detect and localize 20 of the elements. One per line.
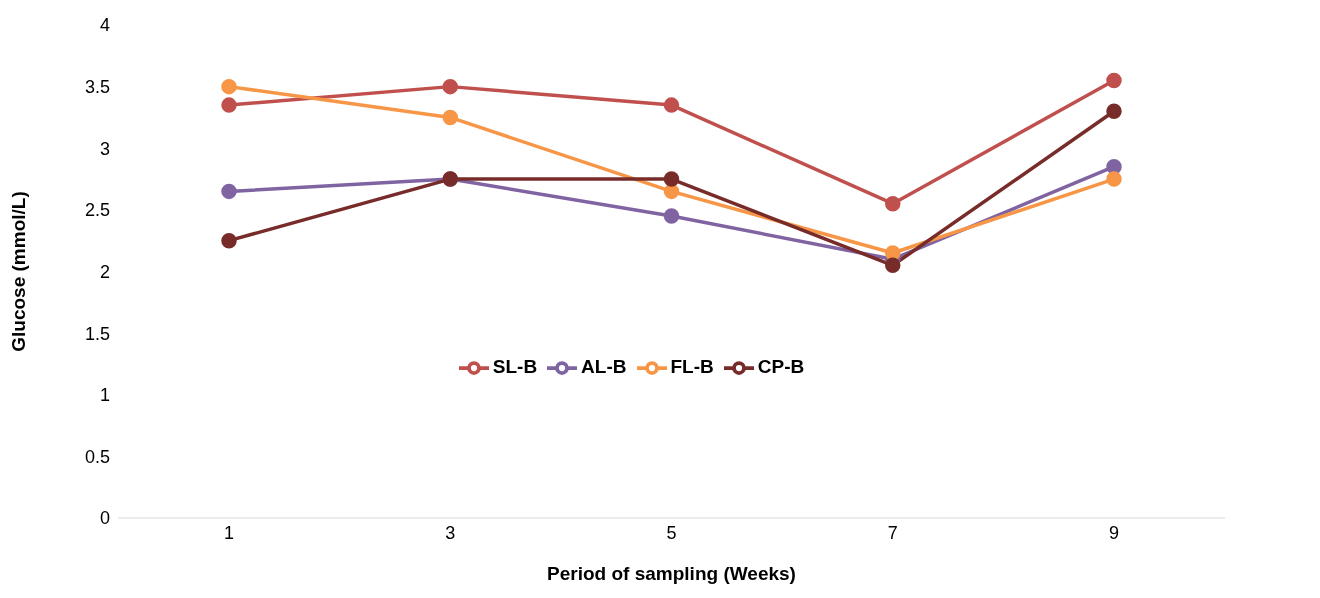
y-tick-label: 2: [99, 261, 110, 282]
legend-label: SL-B: [492, 356, 538, 378]
legend-label: CP-B: [757, 356, 805, 378]
y-axis-title: Glucose (mmol/L): [7, 191, 29, 352]
y-tick-label: 0: [99, 508, 110, 529]
y-tick-label: 3: [99, 138, 110, 159]
x-tick-label: 9: [1108, 522, 1120, 543]
x-tick-label: 3: [445, 522, 456, 543]
y-tick-label: 4: [99, 15, 110, 36]
legend-label: FL-B: [670, 356, 714, 378]
y-tick-label: 1.5: [84, 323, 110, 344]
y-tick-label: 0.5: [84, 446, 110, 467]
y-tick-label: 1: [99, 385, 110, 406]
x-tick-label: 5: [666, 522, 677, 543]
x-tick-label: 1: [223, 522, 235, 543]
x-axis-title: Period of sampling (Weeks): [547, 563, 796, 584]
legend-label: AL-B: [581, 356, 627, 378]
y-tick-label: 2.5: [84, 200, 110, 221]
y-tick-label: 3.5: [84, 77, 110, 98]
x-tick-label: 7: [887, 522, 898, 543]
